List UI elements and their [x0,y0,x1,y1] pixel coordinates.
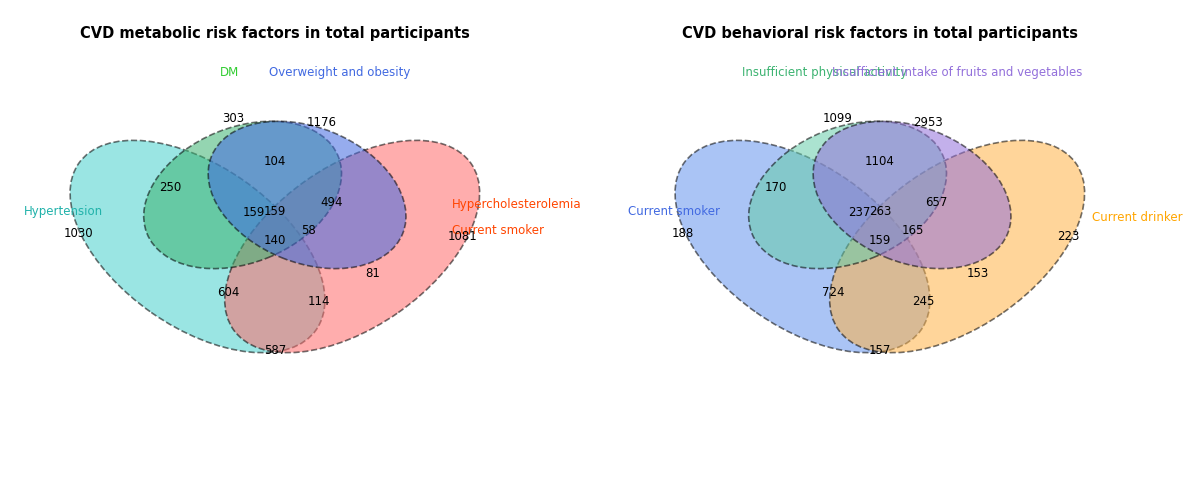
Text: 58: 58 [301,224,316,237]
Text: 1030: 1030 [64,227,94,240]
Text: 1099: 1099 [823,112,853,125]
Ellipse shape [144,121,342,269]
Ellipse shape [208,121,406,269]
Text: 165: 165 [902,224,924,237]
Text: 104: 104 [264,155,286,168]
Text: Hypertension: Hypertension [24,205,103,217]
Text: 657: 657 [925,196,948,209]
Text: 159: 159 [869,234,892,246]
Ellipse shape [676,141,930,352]
Text: 724: 724 [822,286,845,299]
Text: Insufficient physical activity: Insufficient physical activity [743,66,907,79]
Title: CVD metabolic risk factors in total participants: CVD metabolic risk factors in total part… [80,27,469,41]
Ellipse shape [749,121,947,269]
Text: 114: 114 [307,295,330,308]
Text: 1176: 1176 [306,116,336,129]
Text: 604: 604 [217,286,240,299]
Text: 303: 303 [222,112,244,125]
Text: 81: 81 [365,267,380,280]
Text: Insufficient intake of fruits and vegetables: Insufficient intake of fruits and vegeta… [832,66,1082,79]
Text: 153: 153 [967,267,989,280]
Ellipse shape [814,121,1010,269]
Ellipse shape [70,141,325,352]
Text: 2953: 2953 [913,116,943,129]
Ellipse shape [224,141,480,352]
Text: Overweight and obesity: Overweight and obesity [269,66,410,79]
Text: Current smoker: Current smoker [452,224,544,237]
Text: 1104: 1104 [865,155,895,168]
Text: 223: 223 [1057,230,1079,244]
Text: 245: 245 [912,295,935,308]
Text: Current drinker: Current drinker [1092,211,1183,224]
Text: 237: 237 [848,207,870,219]
Title: CVD behavioral risk factors in total participants: CVD behavioral risk factors in total par… [682,27,1078,41]
Text: 159: 159 [264,205,286,217]
Text: 494: 494 [320,196,343,209]
Text: 170: 170 [764,181,786,194]
Text: Hypercholesterolemia: Hypercholesterolemia [452,198,582,211]
Text: 188: 188 [672,227,695,240]
Text: 1081: 1081 [448,230,478,244]
Text: 157: 157 [869,345,892,357]
Ellipse shape [829,141,1085,352]
Text: 263: 263 [869,205,892,217]
Text: 140: 140 [264,234,286,246]
Text: DM: DM [220,66,239,79]
Text: Current smoker: Current smoker [629,205,720,217]
Text: 250: 250 [160,181,181,194]
Text: 587: 587 [264,345,286,357]
Text: 159: 159 [244,207,265,219]
